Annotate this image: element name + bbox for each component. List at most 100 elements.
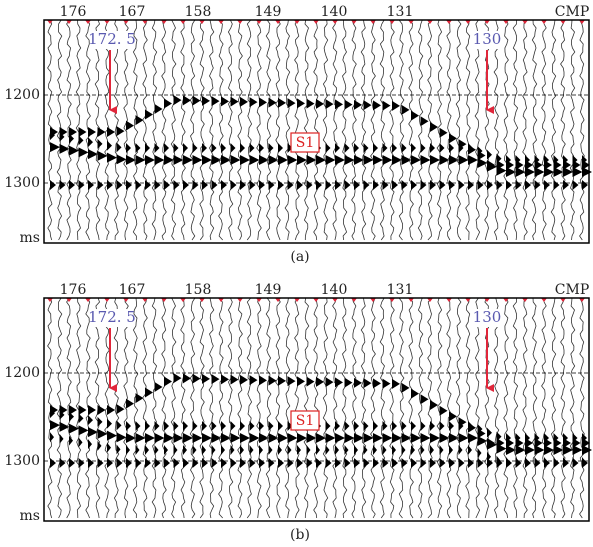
wavelet [145, 433, 155, 443]
wavelet [326, 445, 330, 455]
trace [295, 20, 300, 240]
wavelet [411, 433, 421, 443]
wavelet [345, 100, 353, 110]
trace [323, 298, 327, 518]
wavelet [79, 180, 85, 190]
wavelet [240, 180, 246, 190]
wavelet [278, 458, 284, 468]
trace [561, 20, 566, 240]
trace [494, 298, 499, 518]
wavelet [459, 445, 463, 455]
wavelet [468, 180, 474, 190]
wavelet [231, 458, 237, 468]
wavelet [288, 376, 296, 386]
wavelet [582, 167, 592, 177]
wavelet [174, 373, 182, 383]
trace [133, 20, 138, 240]
wavelet [373, 100, 381, 110]
wavelet [231, 375, 239, 385]
wavelet [373, 445, 377, 455]
wavelet [98, 127, 106, 137]
trace [371, 298, 376, 518]
wavelet [250, 375, 258, 385]
x-label: 149 [255, 282, 282, 298]
wavelet [107, 458, 113, 468]
wavelet [563, 180, 569, 190]
trace [475, 20, 480, 240]
wavelet [145, 155, 155, 165]
wavelet [221, 421, 226, 431]
wavelet [221, 143, 226, 153]
wavelet [544, 167, 554, 177]
wavelet [240, 421, 245, 431]
trace [209, 298, 214, 518]
wavelet [183, 433, 193, 443]
wavelet [88, 137, 93, 147]
trace [200, 20, 205, 240]
wavelet [373, 143, 378, 153]
trace [342, 298, 347, 518]
wavelet [259, 180, 265, 190]
wavelet [98, 429, 108, 439]
wavelet [468, 433, 478, 443]
wavelet [117, 458, 123, 468]
wavelet [335, 433, 345, 443]
wavelet [79, 405, 87, 415]
wavelet [468, 155, 478, 165]
trace [418, 298, 423, 518]
wavelet [79, 135, 84, 145]
x-label: CMP [555, 4, 589, 20]
wavelet [535, 445, 545, 455]
wavelet [392, 101, 400, 111]
wavelet [525, 180, 531, 190]
wavelet [373, 378, 381, 388]
wavelet [364, 421, 369, 431]
wavelet [421, 458, 427, 468]
x-label: 167 [119, 4, 146, 20]
wavelet [364, 433, 374, 443]
wavelet [326, 433, 336, 443]
wavelet [535, 180, 541, 190]
wavelet [402, 155, 412, 165]
wavelet [478, 180, 484, 190]
wavelet [506, 180, 512, 190]
wavelet [478, 458, 484, 468]
wavelet [563, 167, 573, 177]
wavelet [316, 445, 320, 455]
wavelet [193, 155, 203, 165]
wavelet [164, 458, 170, 468]
wavelet [421, 421, 426, 431]
y-label: 1200 [4, 365, 40, 381]
wavelet [411, 155, 421, 165]
wavelet [107, 443, 111, 453]
wavelet [107, 180, 113, 190]
wavelet [259, 143, 264, 153]
wavelet [440, 445, 444, 455]
trace [352, 20, 357, 240]
wavelet [449, 155, 459, 165]
wavelet [212, 143, 217, 153]
x-label: 140 [321, 282, 348, 298]
trace [152, 298, 157, 518]
wavelet [155, 143, 160, 153]
x-label: 176 [60, 4, 87, 20]
trace [190, 20, 195, 240]
wavelet [145, 421, 150, 431]
wavelet [212, 421, 217, 431]
wavelet [468, 458, 474, 468]
trace [257, 20, 262, 240]
wavelet [440, 143, 445, 153]
trace [238, 20, 243, 240]
wavelet [278, 143, 283, 153]
trace [228, 20, 233, 240]
trace [342, 20, 347, 240]
y-label: ms [20, 230, 40, 246]
trace [228, 298, 233, 518]
annotation: 172. 5 [88, 30, 136, 48]
trace [504, 20, 509, 240]
trace [285, 20, 290, 240]
wavelet [364, 458, 370, 468]
x-label: CMP [555, 282, 589, 298]
wavelet [126, 143, 131, 153]
